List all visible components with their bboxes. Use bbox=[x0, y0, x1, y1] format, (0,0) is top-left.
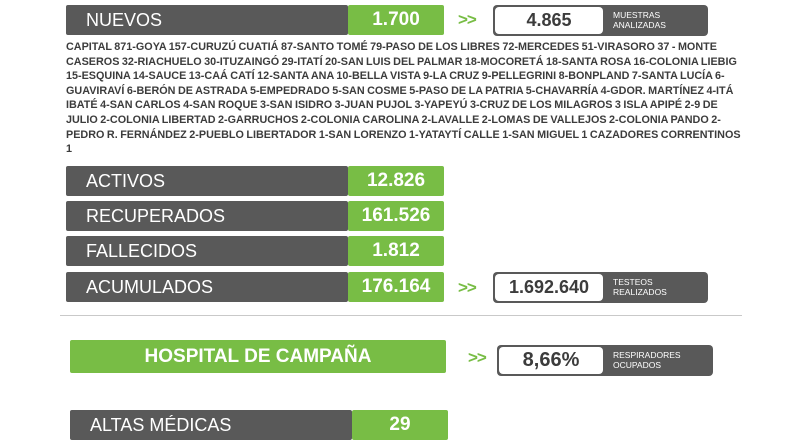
respiradores-pill: 8,66% RESPIRADORES OCUPADOS bbox=[497, 345, 713, 376]
hospital-label: HOSPITAL DE CAMPAÑA bbox=[144, 345, 372, 367]
acumulados-label-box: ACUMULADOS bbox=[66, 272, 348, 302]
acumulados-value-box: 176.164 bbox=[348, 272, 444, 302]
acumulados-label: ACUMULADOS bbox=[86, 276, 214, 297]
muestras-pill: 4.865 MUESTRAS ANALIZADAS bbox=[493, 5, 708, 36]
chevron-right-icon: >> bbox=[468, 348, 487, 367]
hospital-banner: HOSPITAL DE CAMPAÑA bbox=[70, 340, 446, 373]
fallecidos-value: 1.812 bbox=[372, 240, 420, 261]
testeos-label: TESTEOS REALIZADOS bbox=[613, 277, 667, 297]
testeos-pill: 1.692.640 TESTEOS REALIZADOS bbox=[493, 272, 708, 303]
altas-label-box: ALTAS MÉDICAS bbox=[70, 410, 352, 440]
recuperados-label-box: RECUPERADOS bbox=[66, 201, 348, 231]
activos-label: ACTIVOS bbox=[86, 170, 166, 191]
testeos-value: 1.692.640 bbox=[495, 274, 603, 301]
nuevos-value-box: 1.700 bbox=[348, 5, 444, 35]
recuperados-value: 161.526 bbox=[361, 205, 431, 226]
fallecidos-value-box: 1.812 bbox=[348, 236, 444, 266]
section-divider bbox=[60, 315, 742, 316]
activos-value-box: 12.826 bbox=[348, 166, 444, 196]
fallecidos-label-box: FALLECIDOS bbox=[66, 236, 348, 266]
altas-value-box: 29 bbox=[352, 410, 448, 440]
muestras-value: 4.865 bbox=[495, 7, 603, 34]
muestras-label: MUESTRAS ANALIZADAS bbox=[613, 10, 666, 30]
nuevos-label: NUEVOS bbox=[86, 9, 163, 30]
altas-value: 29 bbox=[389, 414, 411, 435]
fallecidos-label: FALLECIDOS bbox=[86, 240, 198, 261]
activos-label-box: ACTIVOS bbox=[66, 166, 348, 196]
localities-list: CAPITAL 871-GOYA 157-CURUZÚ CUATIÁ 87-SA… bbox=[66, 41, 741, 156]
activos-value: 12.826 bbox=[366, 170, 426, 191]
acumulados-value: 176.164 bbox=[361, 276, 431, 297]
altas-label: ALTAS MÉDICAS bbox=[90, 414, 232, 435]
respiradores-value: 8,66% bbox=[499, 347, 603, 374]
chevron-right-icon: >> bbox=[458, 278, 477, 297]
recuperados-value-box: 161.526 bbox=[348, 201, 444, 231]
respiradores-label: RESPIRADORES OCUPADOS bbox=[613, 350, 681, 370]
chevron-right-icon: >> bbox=[458, 10, 477, 29]
nuevos-label-box: NUEVOS bbox=[66, 5, 348, 35]
recuperados-label: RECUPERADOS bbox=[86, 205, 226, 226]
nuevos-value: 1.700 bbox=[372, 9, 420, 30]
